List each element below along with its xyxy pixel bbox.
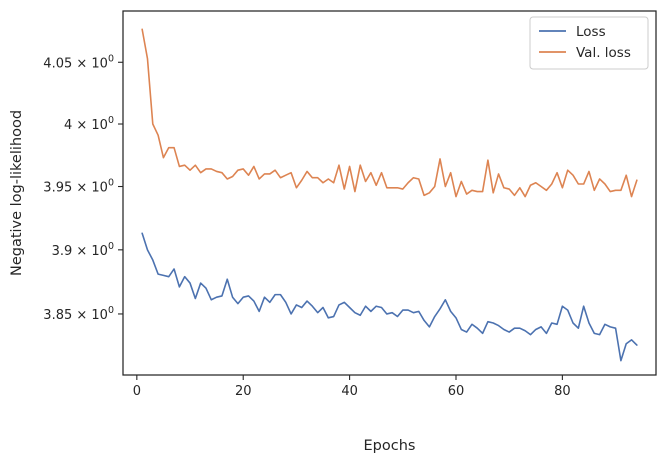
- y-axis-label: Negative log-likelihood: [9, 110, 25, 276]
- series-layer: [141, 28, 638, 362]
- x-axis-ticks: 0 20 40 60 80: [133, 375, 571, 399]
- x-tick-label: 80: [554, 384, 571, 399]
- y-tick-label: 4 × 100: [64, 115, 114, 133]
- plot-area: [123, 11, 656, 375]
- y-tick-label: 3.9 × 100: [52, 241, 114, 259]
- y-tick-label: 4.05 × 100: [43, 53, 114, 71]
- y-axis-ticks: 3.85 × 100 3.9 × 100 3.95 × 100 4 × 100 4.05…: [43, 53, 123, 323]
- x-tick-label: 40: [341, 384, 358, 399]
- plot-frame: [122, 10, 657, 376]
- legend-label: Val. loss: [576, 45, 631, 61]
- legend-label: Loss: [576, 24, 606, 40]
- x-tick-label: 0: [133, 384, 141, 399]
- x-axis-label: Epochs: [364, 438, 416, 454]
- y-tick-label: 3.85 × 100: [43, 305, 114, 323]
- series-line-0: [141, 232, 638, 362]
- legend: Loss Val. loss: [529, 16, 649, 70]
- x-tick-label: 20: [235, 384, 252, 399]
- series-line-1: [141, 28, 638, 198]
- legend-box: [529, 16, 649, 70]
- y-tick-label: 3.95 × 100: [43, 178, 114, 196]
- x-tick-label: 60: [448, 384, 465, 399]
